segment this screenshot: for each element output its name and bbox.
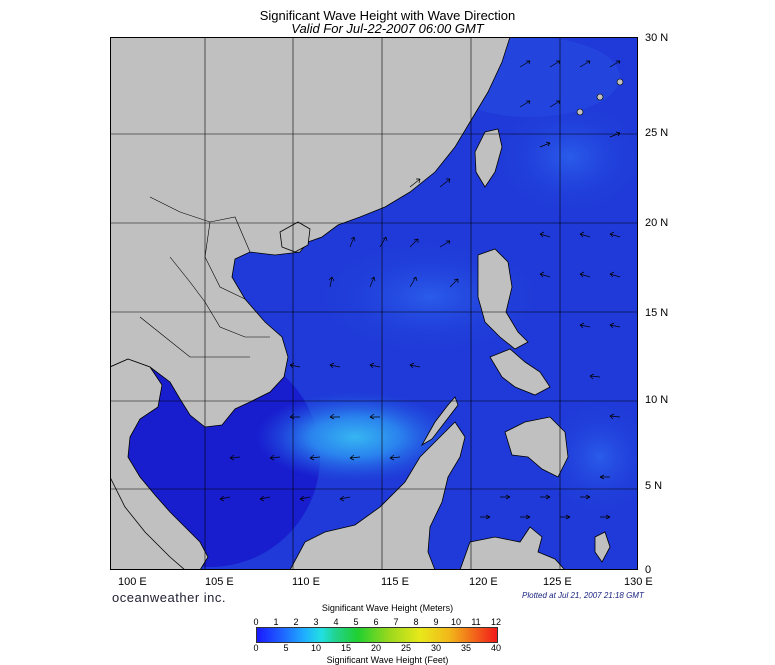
wave-map-svg (110, 37, 638, 570)
lon-label-115e: 115 E (381, 576, 409, 588)
land-borneo (289, 421, 466, 570)
arrow-row-north (519, 60, 621, 148)
country-borders (139, 196, 270, 358)
lat-label-20n: 20 N (645, 217, 669, 229)
wave-map (110, 37, 638, 570)
lat-label-30n: 30 N (645, 32, 669, 44)
legend-tick-m: 5 (353, 617, 359, 627)
arrow-row-scs-south (219, 362, 421, 502)
map-title: Significant Wave Height with Wave Direct… (259, 8, 516, 23)
brand-logo-text: oceanweather inc. (112, 590, 227, 605)
land-sumatra (110, 476, 186, 570)
land-ryukyu-islands (616, 78, 624, 86)
land-visayas (489, 348, 551, 396)
legend-tick-ft: 5 (283, 643, 289, 653)
legend-tick-m: 6 (373, 617, 379, 627)
high-wave-zone (255, 392, 455, 482)
grid (110, 37, 638, 570)
legend-tick-ft: 25 (400, 643, 412, 653)
land-halmahera (594, 531, 611, 563)
land-mindanao (504, 416, 569, 478)
land-luzon (477, 248, 529, 350)
legend-tick-ft: 40 (490, 643, 502, 653)
map-frame (110, 37, 638, 570)
legend-tick-m: 1 (273, 617, 279, 627)
arrow-row-celebes-sea (480, 474, 611, 520)
legend-tick-ft: 0 (253, 643, 259, 653)
legend-tick-ft: 30 (430, 643, 442, 653)
legend-tick-m: 7 (393, 617, 399, 627)
legend-tick-m: 3 (313, 617, 319, 627)
legend-tick-m: 2 (293, 617, 299, 627)
legend-tick-ft: 35 (460, 643, 472, 653)
legend-tick-m: 12 (490, 617, 502, 627)
lon-label-125e: 125 E (543, 576, 572, 588)
lon-label-110e: 110 E (292, 576, 320, 588)
lat-label-10n: 10 N (645, 394, 669, 406)
legend-tick-ft: 10 (310, 643, 322, 653)
lat-label-25n: 25 N (645, 127, 669, 139)
legend-tick-m: 9 (433, 617, 439, 627)
lon-label-120e: 120 E (469, 576, 498, 588)
legend-tick-m: 0 (253, 617, 259, 627)
map-subtitle: Valid For Jul-22-2007 06:00 GMT (291, 21, 484, 36)
arrow-row-scs-north (328, 178, 459, 288)
land-malay-peninsula (110, 358, 209, 570)
land-hainan (279, 221, 311, 253)
land-ryukyu-islands (596, 93, 604, 101)
legend-title-feet: Significant Wave Height (Feet) (326, 655, 449, 665)
lon-label-105e: 105 E (205, 576, 234, 588)
legend-tick-ft: 20 (370, 643, 382, 653)
moderate-wave-zone (490, 97, 638, 217)
lat-label-0: 0 (645, 564, 652, 576)
legend-tick-ft: 15 (340, 643, 352, 653)
land-ryukyu-islands (576, 108, 584, 116)
legend-tick-m: 8 (413, 617, 419, 627)
arrow-row-east-philippines (539, 231, 621, 420)
lat-label-15n: 15 N (645, 307, 669, 319)
land-taiwan (474, 128, 503, 188)
lat-label-5n: 5 N (645, 480, 663, 492)
legend-tick-m: 4 (333, 617, 339, 627)
moderate-wave-zone (540, 397, 638, 517)
legend-title-meters: Significant Wave Height (Meters) (321, 603, 454, 613)
lon-label-100e: 100 E (118, 576, 147, 588)
wave-height-colorbar (256, 627, 498, 643)
legend-tick-m: 10 (450, 617, 462, 627)
legend-tick-m: 11 (471, 617, 481, 627)
lon-label-130e: 130 E (624, 576, 653, 588)
plotted-timestamp: Plotted at Jul 21, 2007 21:18 GMT (522, 591, 644, 600)
wave-direction-arrows (219, 60, 621, 520)
